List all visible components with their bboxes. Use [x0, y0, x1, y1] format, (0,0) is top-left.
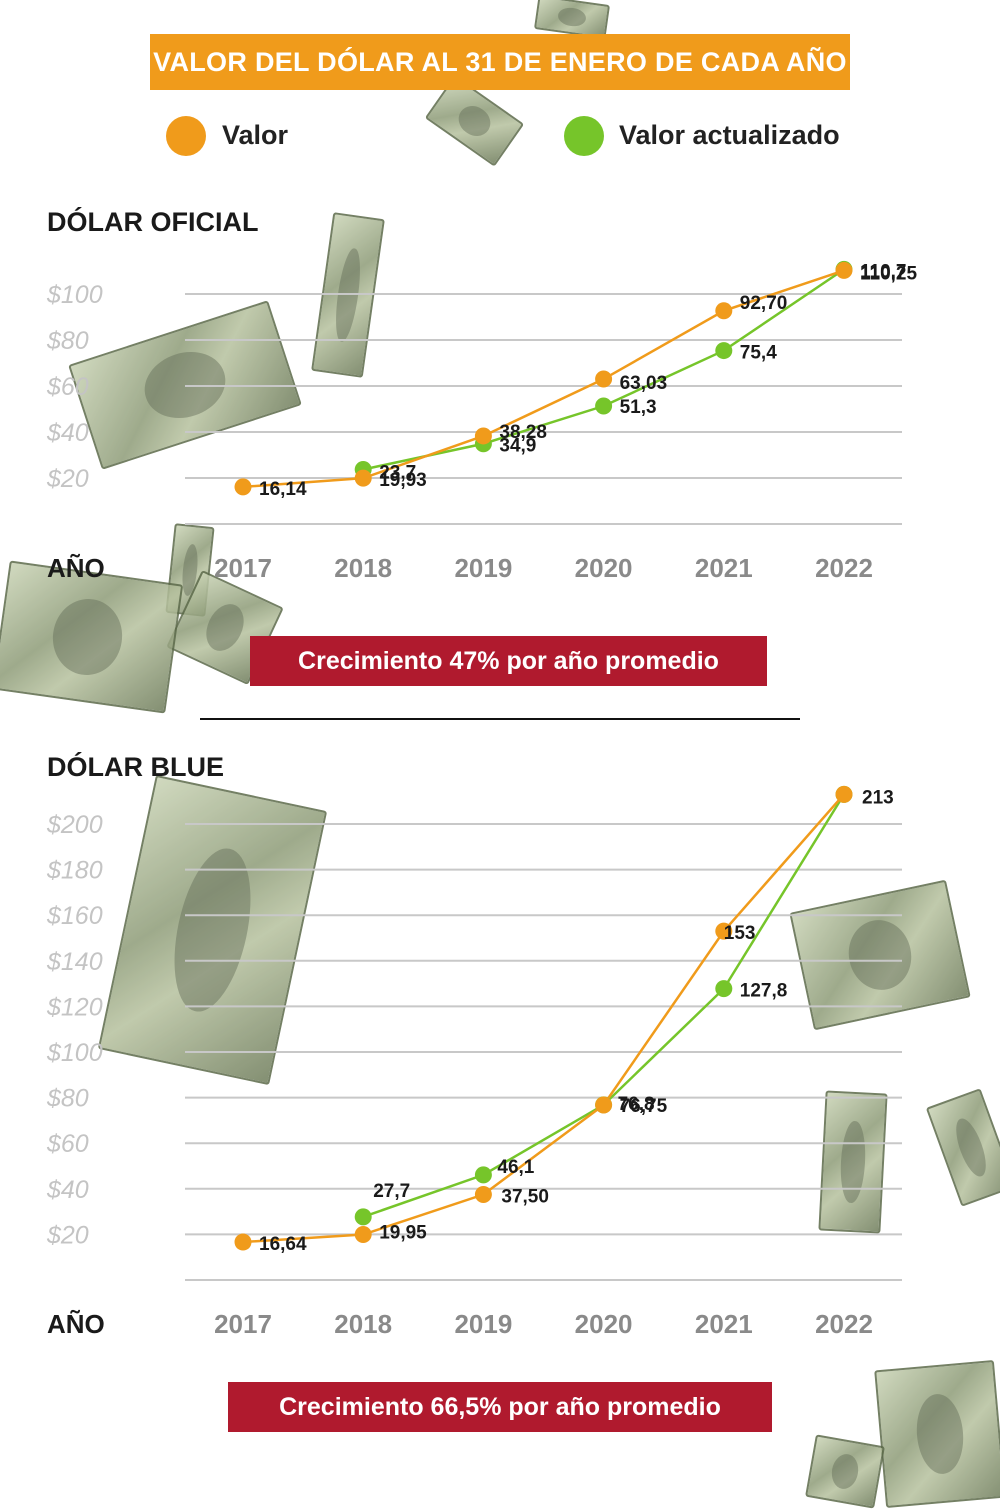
y-tick-label: $20 — [46, 465, 89, 493]
x-tick-label: 2018 — [334, 553, 392, 583]
data-point-valor — [474, 1186, 492, 1203]
data-label: 153 — [724, 923, 756, 944]
data-point-actualizado — [474, 1166, 492, 1184]
y-tick-label: $60 — [46, 373, 89, 401]
chart-title-blue: DÓLAR BLUE — [47, 752, 224, 782]
x-tick-label: 2017 — [214, 553, 272, 583]
x-tick-label: 2017 — [214, 1309, 272, 1339]
x-axis-label: AÑO — [47, 553, 105, 583]
x-tick-label: 2021 — [695, 553, 753, 583]
dollar-bill-icon — [805, 1434, 885, 1509]
y-tick-label: $40 — [46, 1176, 89, 1204]
x-tick-label: 2018 — [334, 1309, 392, 1339]
data-label: 213 — [862, 787, 894, 808]
data-point-valor — [354, 1226, 372, 1244]
data-label: 75,4 — [740, 343, 777, 364]
data-label: 110,7 — [860, 261, 907, 282]
data-point-valor — [595, 370, 613, 388]
x-tick-label: 2021 — [695, 1309, 753, 1339]
data-point-actualizado — [354, 1208, 372, 1226]
data-point-actualizado — [715, 980, 733, 998]
data-label: 16,64 — [259, 1234, 307, 1255]
title-banner: VALOR DEL DÓLAR AL 31 DE ENERO DE CADA A… — [150, 34, 850, 90]
data-label: 76,75 — [620, 1096, 668, 1117]
x-tick-label: 2019 — [454, 553, 512, 583]
y-tick-label: $200 — [46, 811, 103, 839]
legend-dot-valor-icon — [166, 116, 206, 156]
y-tick-label: $60 — [46, 1130, 89, 1158]
data-label: 19,95 — [379, 1223, 427, 1244]
y-tick-label: $100 — [46, 1039, 103, 1067]
y-tick-label: $100 — [46, 281, 103, 309]
data-label: 38,28 — [499, 422, 547, 443]
data-label: 37,50 — [501, 1187, 549, 1208]
y-tick-label: $160 — [46, 902, 103, 930]
data-point-valor — [354, 469, 372, 487]
data-label: 127,8 — [740, 981, 788, 1002]
y-tick-label: $80 — [46, 1085, 89, 1113]
data-point-valor — [715, 922, 733, 940]
chart-oficial: $20 $40 $60 $80 $100 AÑO 2017 2018 2019 2020 2021 2… — [46, 260, 917, 583]
section-divider — [200, 718, 800, 720]
data-label: 51,3 — [620, 397, 657, 418]
data-point-valor — [234, 1233, 252, 1251]
y-tick-label: $120 — [46, 993, 103, 1021]
data-point-valor — [474, 427, 492, 445]
chart-title-oficial: DÓLAR OFICIAL — [47, 207, 259, 237]
legend-label-valor: Valor — [222, 120, 289, 150]
portrait-icon — [913, 1391, 967, 1477]
chart-blue: $20 $40 $60 $80 $100 $120 $140 $160 $180 $200 AÑO 2… — [46, 785, 902, 1339]
data-point-actualizado — [715, 342, 733, 360]
data-point-valor — [234, 478, 252, 496]
data-point-valor — [835, 261, 853, 279]
data-point-valor — [835, 785, 853, 803]
series-line-valor — [242, 269, 845, 489]
data-label: 92,70 — [740, 293, 788, 314]
data-point-valor — [715, 302, 733, 320]
y-tick-label: $180 — [46, 857, 103, 885]
data-point-valor — [595, 1096, 613, 1114]
data-label: 46,1 — [497, 1157, 534, 1178]
x-tick-label: 2022 — [815, 1309, 873, 1339]
y-tick-label: $40 — [46, 419, 89, 447]
y-tick-label: $140 — [46, 948, 103, 976]
y-tick-label: $80 — [46, 327, 89, 355]
data-label: 27,7 — [373, 1181, 410, 1202]
data-label: 23,7 — [379, 462, 416, 483]
growth-note-oficial: Crecimiento 47% por año promedio — [250, 636, 767, 686]
data-label: 34,9 — [499, 436, 536, 457]
x-tick-label: 2020 — [575, 1309, 633, 1339]
x-tick-label: 2019 — [454, 1309, 512, 1339]
x-tick-label: 2022 — [815, 553, 873, 583]
x-axis-label: AÑO — [47, 1309, 105, 1339]
x-tick-label: 2020 — [575, 553, 633, 583]
legend-dot-actualizado-icon — [564, 116, 604, 156]
y-tick-label: $20 — [46, 1221, 89, 1249]
data-label: 19,93 — [379, 470, 427, 491]
dollar-bill-icon — [874, 1360, 1000, 1508]
legend-label-actualizado: Valor actualizado — [619, 120, 840, 150]
portrait-icon — [828, 1451, 862, 1492]
growth-note-blue: Crecimiento 66,5% por año promedio — [228, 1382, 772, 1432]
data-label: 110,25 — [860, 263, 917, 284]
series-line-valor — [242, 793, 845, 1244]
data-label: 16,14 — [259, 479, 307, 500]
data-label: 63,03 — [620, 373, 668, 394]
data-label: 76,8 — [618, 1094, 655, 1115]
data-point-actualizado — [595, 397, 613, 415]
